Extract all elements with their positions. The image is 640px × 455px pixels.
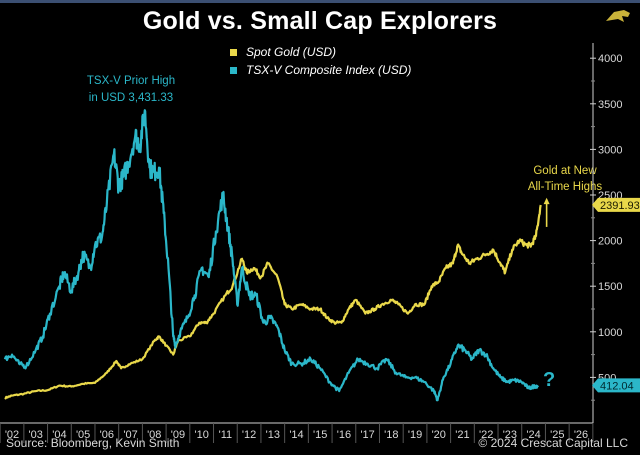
x-tick-label: '13: [266, 429, 280, 441]
legend-swatch-tsxv: [230, 67, 237, 75]
annotation-tsxv-line1: TSX-V Prior High: [86, 75, 176, 87]
y-tick-label: 1500: [598, 281, 622, 293]
annotation-tsxv-prior-high: TSX-V Prior High in USD 3,431.33: [76, 73, 186, 107]
last-value-badge: [592, 197, 640, 212]
chart-plot: 5001000150020002500300035004000'02'03'04…: [0, 43, 640, 443]
annotation-tsxv-line2: in USD 3,431.33: [88, 92, 174, 104]
legend-item-gold: Spot Gold (USD): [230, 45, 336, 59]
x-tick-label: '03: [29, 429, 43, 441]
x-tick-label: '25: [550, 429, 564, 441]
series-line-gold: [4, 204, 542, 400]
x-tick-label: '08: [147, 429, 161, 441]
y-tick-label: 3500: [598, 99, 622, 111]
gold-up-arrowhead: [543, 197, 550, 205]
annotation-gold-line1: Gold at New: [533, 165, 597, 177]
x-tick-label: '04: [52, 429, 66, 441]
x-tick-label: '21: [455, 429, 469, 441]
series-line-tsxv: [3, 109, 540, 402]
x-tick-label: '19: [408, 429, 422, 441]
annotation-question-mark: ?: [543, 369, 556, 391]
x-tick-label: '02: [5, 429, 19, 441]
crescat-logo-icon: [606, 10, 630, 22]
x-tick-label: '06: [100, 429, 114, 441]
y-tick-label: 1000: [598, 327, 622, 339]
chart-title: Gold vs. Small Cap Explorers: [142, 7, 498, 35]
y-tick-label: 3000: [598, 144, 622, 156]
last-value-badge: [592, 378, 640, 393]
y-tick-label: 4000: [598, 53, 622, 65]
x-tick-label: '11: [219, 429, 233, 441]
legend-label-gold: Spot Gold (USD): [246, 45, 337, 59]
x-tick-label: '26: [574, 429, 588, 441]
x-tick-label: '12: [242, 429, 256, 441]
legend-label-tsxv: TSX-V Composite Index (USD): [246, 63, 412, 77]
copyright-text: © 2024 Crescat Capital LLC: [478, 436, 628, 450]
legend-item-tsxv: TSX-V Composite Index (USD): [230, 63, 411, 77]
last-value-label-tsxv: 412.04: [592, 378, 640, 393]
x-tick-label: '07: [123, 429, 137, 441]
x-tick-label: '18: [384, 429, 398, 441]
source-text: Source: Bloomberg, Kevin Smith: [6, 436, 180, 450]
last-value-text: 2391.93: [600, 200, 640, 212]
x-tick-label: '14: [289, 429, 303, 441]
last-value-text: 412.04: [600, 380, 634, 392]
x-tick-label: '15: [313, 429, 327, 441]
x-tick-label: '05: [76, 429, 90, 441]
y-tick-label: 2000: [598, 236, 622, 248]
x-tick-label: '24: [526, 429, 540, 441]
x-tick-label: '10: [194, 429, 208, 441]
annotation-gold-line2: All-Time Highs: [527, 181, 603, 193]
x-tick-label: '22: [479, 429, 493, 441]
last-value-label-gold: 2391.93: [592, 197, 640, 212]
x-tick-label: '23: [503, 429, 517, 441]
x-tick-label: '20: [432, 429, 446, 441]
x-tick-label: '16: [337, 429, 351, 441]
x-tick-label: '17: [360, 429, 374, 441]
x-tick-label: '09: [171, 429, 185, 441]
legend-swatch-gold: [230, 49, 237, 57]
annotation-gold-ath: Gold at New All-Time Highs: [520, 163, 610, 195]
